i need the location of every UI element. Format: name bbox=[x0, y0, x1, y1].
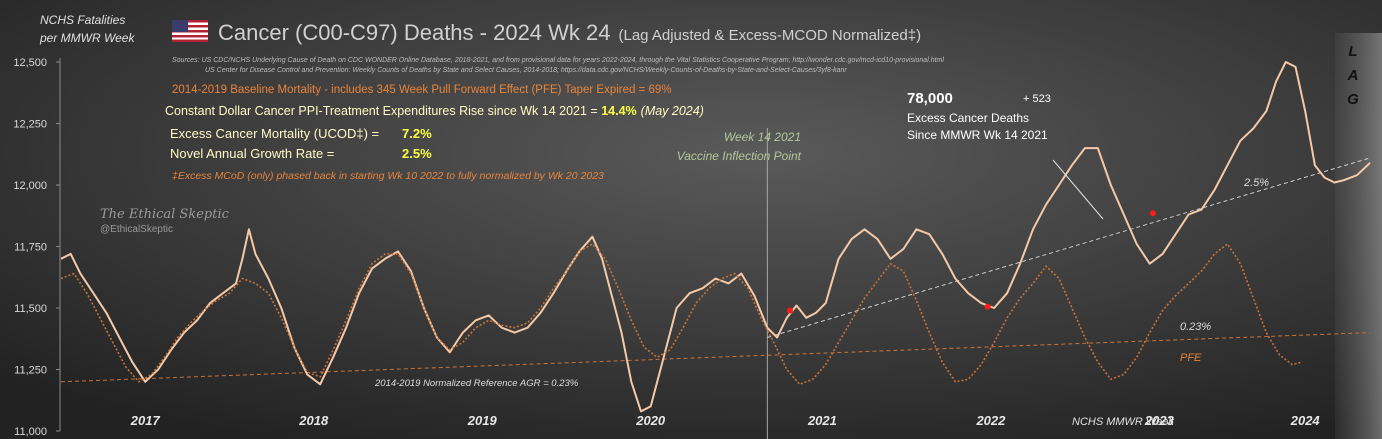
excess-deaths-since: Since MMWR Wk 14 2021 bbox=[907, 128, 1048, 142]
trend-rate-label: 2.5% bbox=[1243, 177, 1269, 189]
y-axis: 11,000 11,250 11,500 11,750 12,000 12,250 12,5… bbox=[13, 57, 61, 438]
y-tick-label: 11,250 bbox=[14, 365, 47, 377]
ppi-note: Constant Dollar Cancer PPI-Treatment Exp… bbox=[165, 104, 704, 118]
data-marker-point bbox=[787, 307, 794, 314]
growth-rate-value: 2.5% bbox=[402, 146, 432, 161]
us-flag-icon bbox=[172, 20, 208, 42]
y-tick-label: 11,500 bbox=[14, 303, 47, 315]
y-tick-label: 12,000 bbox=[13, 180, 47, 192]
week14-label: Week 14 2021 bbox=[724, 130, 801, 144]
data-markers bbox=[787, 210, 1156, 314]
agr-rate-label: 0.23% bbox=[1180, 321, 1211, 333]
baseline-note: 2014-2019 Baseline Mortality - includes … bbox=[172, 84, 672, 96]
trend-lines bbox=[60, 157, 1371, 383]
watermark-name: The Ethical Skeptic bbox=[100, 207, 230, 222]
y-tick-label: 11,750 bbox=[14, 242, 47, 254]
excess-callout-pointer bbox=[1052, 159, 1104, 220]
data-series bbox=[60, 61, 1371, 413]
cancer-deaths-series-line bbox=[60, 61, 1371, 413]
vaccine-inflection-label: Vaccine Inflection Point bbox=[677, 149, 802, 163]
y-tick-label: 12,500 bbox=[13, 57, 47, 69]
chart-title: Cancer (C00-C97) Deaths - 2024 Wk 24 (Lag… bbox=[218, 20, 921, 45]
pfe-label: PFE bbox=[1180, 352, 1202, 364]
growth-rate-label: Novel Annual Growth Rate = bbox=[170, 146, 334, 161]
year-label: 2023 bbox=[1144, 413, 1175, 428]
lag-letter-g: G bbox=[1347, 91, 1359, 108]
year-label: 2019 bbox=[467, 413, 498, 428]
excess-deaths-value: 78,000 bbox=[907, 90, 953, 107]
data-marker-point bbox=[984, 303, 991, 310]
y-tick-label: 12,250 bbox=[13, 119, 47, 131]
lag-letter-l: L bbox=[1348, 43, 1357, 60]
lag-band bbox=[1335, 33, 1382, 439]
excess-mortality-label: Excess Cancer Mortality (UCOD‡) = bbox=[170, 126, 379, 141]
x-axis-title: NCHS MMWR Week bbox=[1072, 416, 1174, 428]
watermark-handle: @EthicalSkeptic bbox=[100, 224, 173, 235]
year-label: 2018 bbox=[298, 413, 329, 428]
y-tick-label: 11,000 bbox=[14, 426, 47, 438]
data-marker-point bbox=[1149, 210, 1156, 217]
year-label: 2021 bbox=[807, 413, 837, 428]
lag-letter-a: A bbox=[1347, 67, 1359, 84]
y-axis-title-line2: per MMWR Week bbox=[39, 31, 135, 45]
reference-agr-label: 2014-2019 Normalized Reference AGR = 0.2… bbox=[374, 378, 579, 389]
year-label: 2022 bbox=[975, 413, 1006, 428]
mcod-footnote: ‡Excess MCoD (only) phased back in start… bbox=[172, 170, 604, 182]
year-label: 2020 bbox=[635, 413, 666, 428]
y-axis-title-line1: NCHS Fatalities bbox=[40, 13, 125, 27]
excess-mortality-value: 7.2% bbox=[402, 126, 432, 141]
sources-line1: Sources: US CDC/NCHS Underlying Cause of… bbox=[172, 57, 944, 64]
excess-deaths-increment: + 523 bbox=[1023, 93, 1051, 105]
sources-line2: US Center for Disease Control and Preven… bbox=[205, 67, 847, 74]
reference-agr-trend-line bbox=[60, 332, 1371, 383]
excess-deaths-label: Excess Cancer Deaths bbox=[907, 111, 1029, 125]
x-axis-year-labels: 2017 2018 2019 2020 2021 2022 2023 2024 bbox=[130, 413, 1321, 428]
year-label: 2017 bbox=[130, 413, 161, 428]
year-label: 2024 bbox=[1290, 413, 1321, 428]
